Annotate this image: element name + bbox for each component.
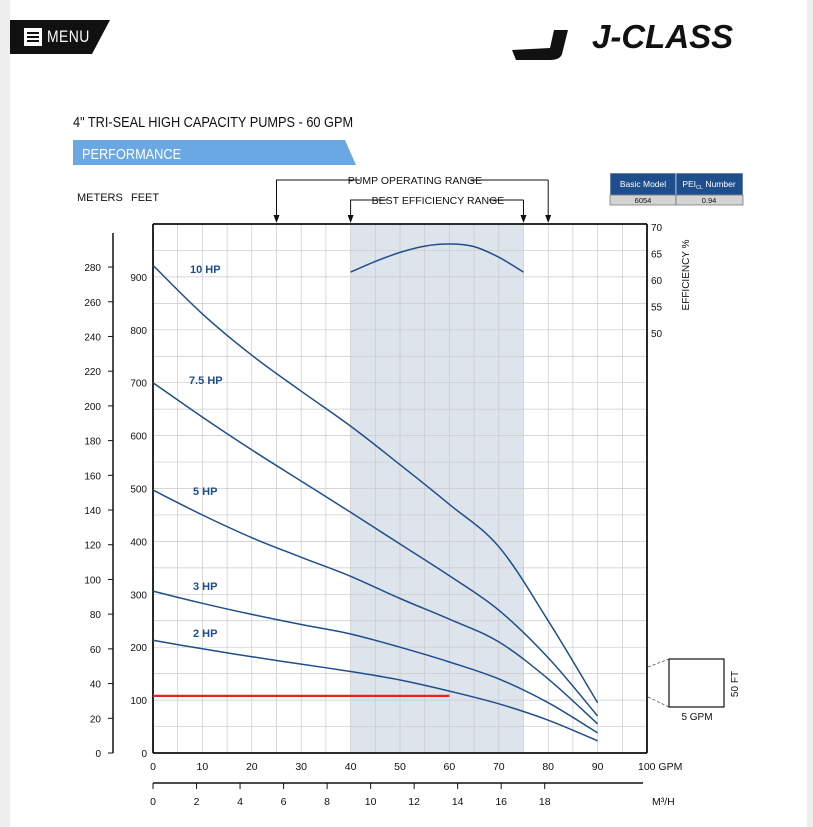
y-tick-meters: 240 (84, 332, 101, 343)
product-title: 4" TRI-SEAL HIGH CAPACITY PUMPS - 60 GPM (73, 113, 353, 130)
table-header-model: Basic Model (620, 179, 666, 189)
y-tick-feet: 400 (130, 537, 147, 548)
y-tick-feet: 500 (130, 485, 147, 496)
y-tick-feet: 800 (130, 326, 147, 337)
y-label-feet: FEET (131, 192, 159, 204)
x-tick-gpm: 30 (295, 761, 307, 773)
pump-curve-line (152, 489, 599, 725)
y-tick-feet: 600 (130, 432, 147, 443)
y-tick-meters: 140 (84, 506, 101, 517)
x-tick-gpm: 10 (197, 761, 209, 773)
efficiency-curve-line (350, 243, 524, 273)
y-tick-meters: 280 (84, 263, 101, 274)
best-efficiency-range-marker: BEST EFFICIENCY RANGE (372, 195, 505, 207)
best-efficiency-range-label: BEST EFFICIENCY RANGE (372, 195, 505, 207)
x-tick-m3h: 4 (237, 796, 243, 808)
x-tick-m3h: 0 (150, 796, 156, 808)
y-tick-meters: 20 (90, 714, 102, 725)
x-tick-gpm: 80 (542, 761, 554, 773)
x-tick-m3h: 10 (365, 796, 377, 808)
pump-operating-range-marker: PUMP OPERATING RANGE (348, 175, 482, 187)
x-tick-gpm: 90 (592, 761, 604, 773)
pump-curve-label: 3 HP (193, 581, 217, 593)
x-tick-gpm-100: 100 GPM (638, 761, 682, 773)
pump-operating-bracket-arrow-right (545, 215, 552, 223)
y-label-meters: METERS (77, 192, 123, 204)
brand-text: J-CLASS (592, 18, 733, 55)
y-tick-meters: 100 (84, 575, 101, 586)
y-tick-meters: 40 (90, 680, 102, 691)
scale-leader-bottom (647, 696, 670, 708)
pump-curve-line (152, 590, 598, 734)
pump-operating-bracket-left (276, 179, 277, 217)
pei-table: Basic Model PEICL Number 6054 0.94 (609, 172, 744, 206)
x-tick-gpm: 70 (493, 761, 505, 773)
brand-logo[interactable]: J-CLASS (510, 18, 745, 62)
performance-tab-shape (73, 140, 356, 165)
x-tick-m3h: 14 (452, 796, 464, 808)
scale-box: 50 FT 5 GPM (647, 658, 741, 723)
pump-curve-line (152, 382, 599, 717)
y-tick-meters: 220 (84, 367, 101, 378)
menu-button[interactable]: MENU (10, 20, 110, 54)
y-tick-meters: 180 (84, 437, 101, 448)
scale-square (668, 658, 725, 708)
y-tick-meters: 80 (90, 610, 102, 621)
table-cell-pei (675, 194, 744, 206)
pump-operating-bracket-arrow-left (273, 215, 280, 223)
scale-leader-top (647, 658, 670, 668)
y-tick-feet: 200 (130, 643, 147, 654)
pump-curve-line (152, 639, 598, 742)
y-tick-efficiency: 60 (651, 276, 663, 287)
x-tick-gpm: 0 (150, 761, 156, 773)
y-tick-feet: 900 (130, 273, 147, 284)
x-tick-m3h: 6 (281, 796, 287, 808)
x-tick-gpm: 20 (246, 761, 258, 773)
y-tick-meters: 0 (95, 749, 101, 760)
performance-tab-label: PERFORMANCE (82, 145, 181, 162)
y-tick-meters: 120 (84, 541, 101, 552)
y-label-efficiency: EFFICIENCY % (681, 239, 692, 310)
pump-curve-label: 7.5 HP (189, 375, 223, 387)
table-value-model: 6054 (635, 196, 652, 205)
y-tick-efficiency: 70 (651, 223, 663, 234)
hamburger-icon (24, 28, 42, 46)
y-tick-feet: 700 (130, 379, 147, 390)
pump-curve-line (152, 264, 599, 704)
x-tick-gpm: 60 (444, 761, 456, 773)
scale-width-label: 5 GPM (681, 712, 712, 723)
scale-height-label: 50 FT (730, 671, 741, 697)
pump-curve-label: 10 HP (190, 264, 221, 276)
x-tick-gpm: 50 (394, 761, 406, 773)
x-tick-m3h: 12 (408, 796, 420, 808)
menu-label: MENU (47, 27, 90, 46)
x-tick-m3h: 2 (194, 796, 200, 808)
x-tick-m3h: 18 (539, 796, 551, 808)
y-tick-feet: 100 (130, 696, 147, 707)
pump-operating-range-label: PUMP OPERATING RANGE (348, 175, 482, 187)
table-header-pei: PEICL Number (682, 179, 735, 191)
y-tick-feet: 300 (130, 590, 147, 601)
y-tick-efficiency: 65 (651, 250, 663, 261)
best-efficiency-bracket-arrow-right (520, 215, 527, 223)
best-efficiency-bracket-left (350, 199, 352, 217)
best-efficiency-bracket-arrow-left (347, 215, 354, 223)
table-value-pei: 0.94 (702, 196, 717, 205)
y-tick-meters: 200 (84, 402, 101, 413)
y-tick-meters: 60 (90, 645, 102, 656)
x-tick-gpm: 40 (345, 761, 357, 773)
pump-curve-label: 2 HP (193, 628, 217, 640)
y-tick-meters: 260 (84, 298, 101, 309)
y-tick-efficiency: 50 (651, 329, 663, 340)
x-tick-m3h: 16 (495, 796, 507, 808)
y-tick-feet: 0 (141, 749, 147, 760)
x-tick-m3h: 8 (324, 796, 330, 808)
pump-curve-label: 5 HP (193, 486, 217, 498)
plot-area: 0100200300400500600700800900020406080100… (84, 223, 662, 808)
y-tick-meters: 160 (84, 471, 101, 482)
x-unit-m3h: M³/H (652, 796, 675, 808)
y-tick-efficiency: 55 (651, 303, 663, 314)
